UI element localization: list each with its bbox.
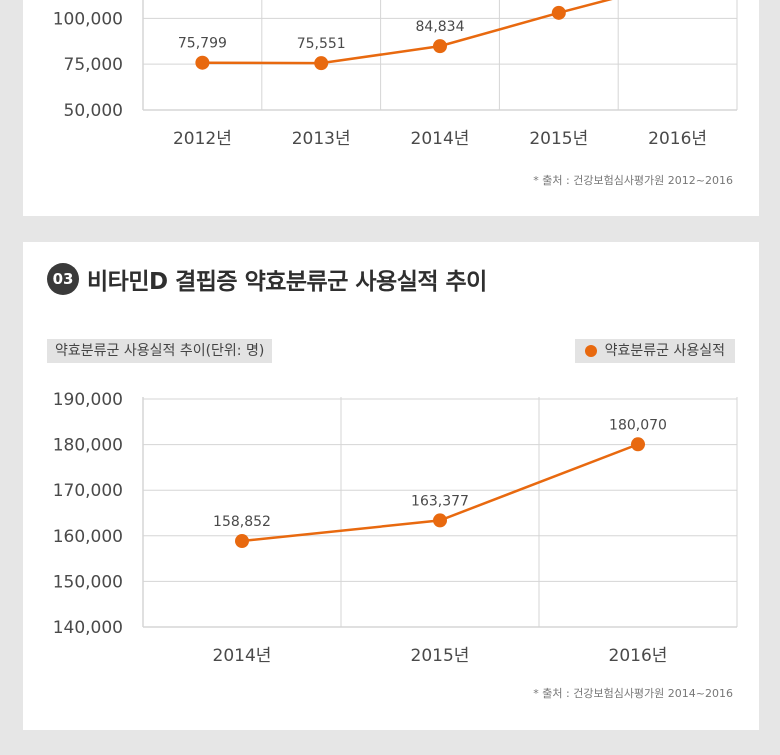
bottom-data-label: 180,070 xyxy=(609,417,667,433)
bottom-y-tick-label: 150,000 xyxy=(53,572,123,592)
top-y-tick-label: 75,000 xyxy=(64,55,123,75)
chart-source-bottom: * 출처 : 건강보험심사평가원 2014~2016 xyxy=(533,687,733,700)
top-data-label: 103,300 xyxy=(530,0,588,2)
top-x-tick-label: 2014년 xyxy=(411,129,470,149)
bottom-data-label: 163,377 xyxy=(411,493,469,509)
bottom-y-tick-label: 180,000 xyxy=(53,436,123,456)
bottom-x-tick-label: 2015년 xyxy=(411,646,470,666)
bottom-data-label: 158,852 xyxy=(213,514,271,530)
unit-label: 약효분류군 사용실적 추이(단위: 명) xyxy=(47,339,273,363)
chart-source-top: * 출처 : 건강보험심사평가원 2012~2016 xyxy=(533,174,733,187)
top-data-point xyxy=(551,5,566,20)
top-data-point xyxy=(314,56,329,71)
top-x-tick-label: 2013년 xyxy=(292,129,351,149)
top-data-label: 75,799 xyxy=(178,36,227,52)
bottom-data-point xyxy=(433,513,447,528)
bottom-x-tick-label: 2014년 xyxy=(213,646,272,666)
top-y-tick-label: 50,000 xyxy=(64,101,123,121)
top-data-point xyxy=(195,55,210,70)
bottom-y-tick-label: 160,000 xyxy=(53,527,123,547)
chart-card-top: 100,000 75,000 50,000 2012년 2013년 2014년 2015년 2… xyxy=(23,0,759,216)
top-data-label: 75,551 xyxy=(297,36,346,52)
section-title-row: 03 비타민D 결핍증 약효분류군 사용실적 추이 xyxy=(47,262,487,296)
top-data-point xyxy=(433,39,447,54)
top-data-label: 84,834 xyxy=(416,19,465,35)
bottom-y-tick-label: 140,000 xyxy=(53,618,123,638)
top-x-tick-label: 2012년 xyxy=(173,129,232,149)
bottom-data-point xyxy=(631,437,645,452)
top-x-tick-label: 2016년 xyxy=(648,129,707,149)
line-chart-bottom: 190,000 180,000 170,000 160,000 150,000 140,0… xyxy=(53,390,738,666)
top-x-tick-label: 2015년 xyxy=(529,129,588,149)
bottom-y-tick-label: 190,000 xyxy=(53,390,123,410)
legend-label: 약효분류군 사용실적 xyxy=(604,343,725,359)
legend: 약효분류군 사용실적 xyxy=(574,339,735,363)
bottom-x-tick-label: 2016년 xyxy=(609,646,668,666)
chart-card-bottom: 03 비타민D 결핍증 약효분류군 사용실적 추이 약효분류군 사용실적 추이(… xyxy=(23,242,759,730)
top-y-tick-label: 100,000 xyxy=(53,9,123,29)
bottom-y-tick-label: 170,000 xyxy=(53,481,123,501)
legend-dot-icon xyxy=(584,345,597,357)
line-chart-top: 100,000 75,000 50,000 2012년 2013년 2014년 2015년 2… xyxy=(53,0,738,149)
section-title: 비타민D 결핍증 약효분류군 사용실적 추이 xyxy=(87,269,487,295)
bottom-data-point xyxy=(235,534,249,549)
section-number-badge: 03 xyxy=(47,263,79,295)
